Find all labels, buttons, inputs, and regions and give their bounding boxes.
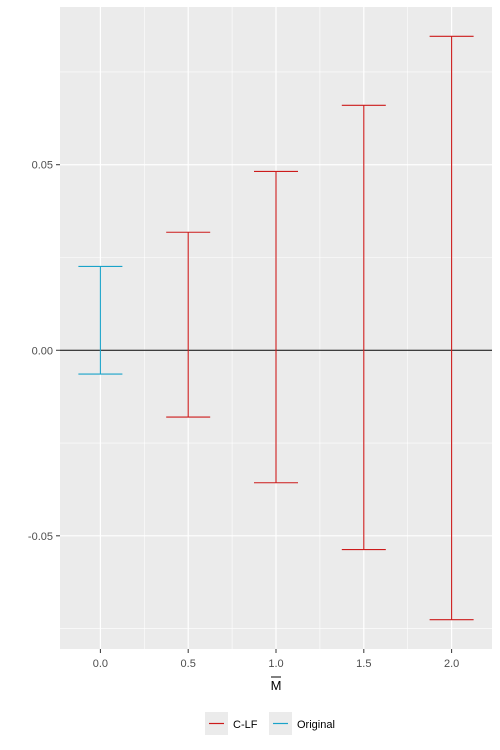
errorbar-original [78,265,123,375]
y-tick-label: -0.05 [28,531,53,543]
legend-label: Original [297,719,335,731]
errorbar-c-lf [341,104,386,551]
legend-label: C-LF [233,719,258,731]
errorbar-c-lf [166,231,211,418]
x-axis-title: M [271,678,282,693]
x-axis-title-group: M [271,676,282,693]
legend-item-original: Original [269,712,335,735]
x-axis: 0.0 0.5 1.0 1.5 2.0 [93,649,459,670]
x-tick-label: 2.0 [444,658,459,670]
y-tick-label: 0.00 [32,345,53,357]
x-tick-label: 0.5 [181,658,196,670]
error-bars [78,35,474,621]
legend: C-LF Original [205,712,335,735]
x-tick-label: 1.5 [356,658,371,670]
errorbar-c-lf [429,35,474,621]
y-axis: -0.05 0.00 0.05 [28,160,60,543]
errorbar-c-lf [254,170,298,484]
y-tick-label: 0.05 [32,160,53,172]
x-tick-label: 0.0 [93,658,108,670]
x-tick-label: 1.0 [268,658,283,670]
legend-item-c-lf: C-LF [205,712,258,735]
